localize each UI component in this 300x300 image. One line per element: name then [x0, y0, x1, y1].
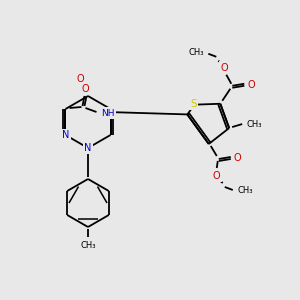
Text: CH₃: CH₃ [246, 120, 262, 129]
Text: O: O [234, 153, 242, 163]
Text: O: O [213, 171, 220, 181]
Text: NH: NH [101, 109, 115, 118]
Text: O: O [248, 80, 255, 90]
Text: CH₃: CH₃ [237, 187, 253, 196]
Text: S: S [190, 99, 197, 109]
Text: CH₃: CH₃ [189, 48, 204, 57]
Text: O: O [220, 63, 228, 73]
Text: O: O [76, 74, 84, 84]
Text: CH₃: CH₃ [80, 241, 96, 250]
Text: N: N [62, 130, 69, 140]
Text: O: O [82, 84, 89, 94]
Text: N: N [84, 143, 92, 153]
